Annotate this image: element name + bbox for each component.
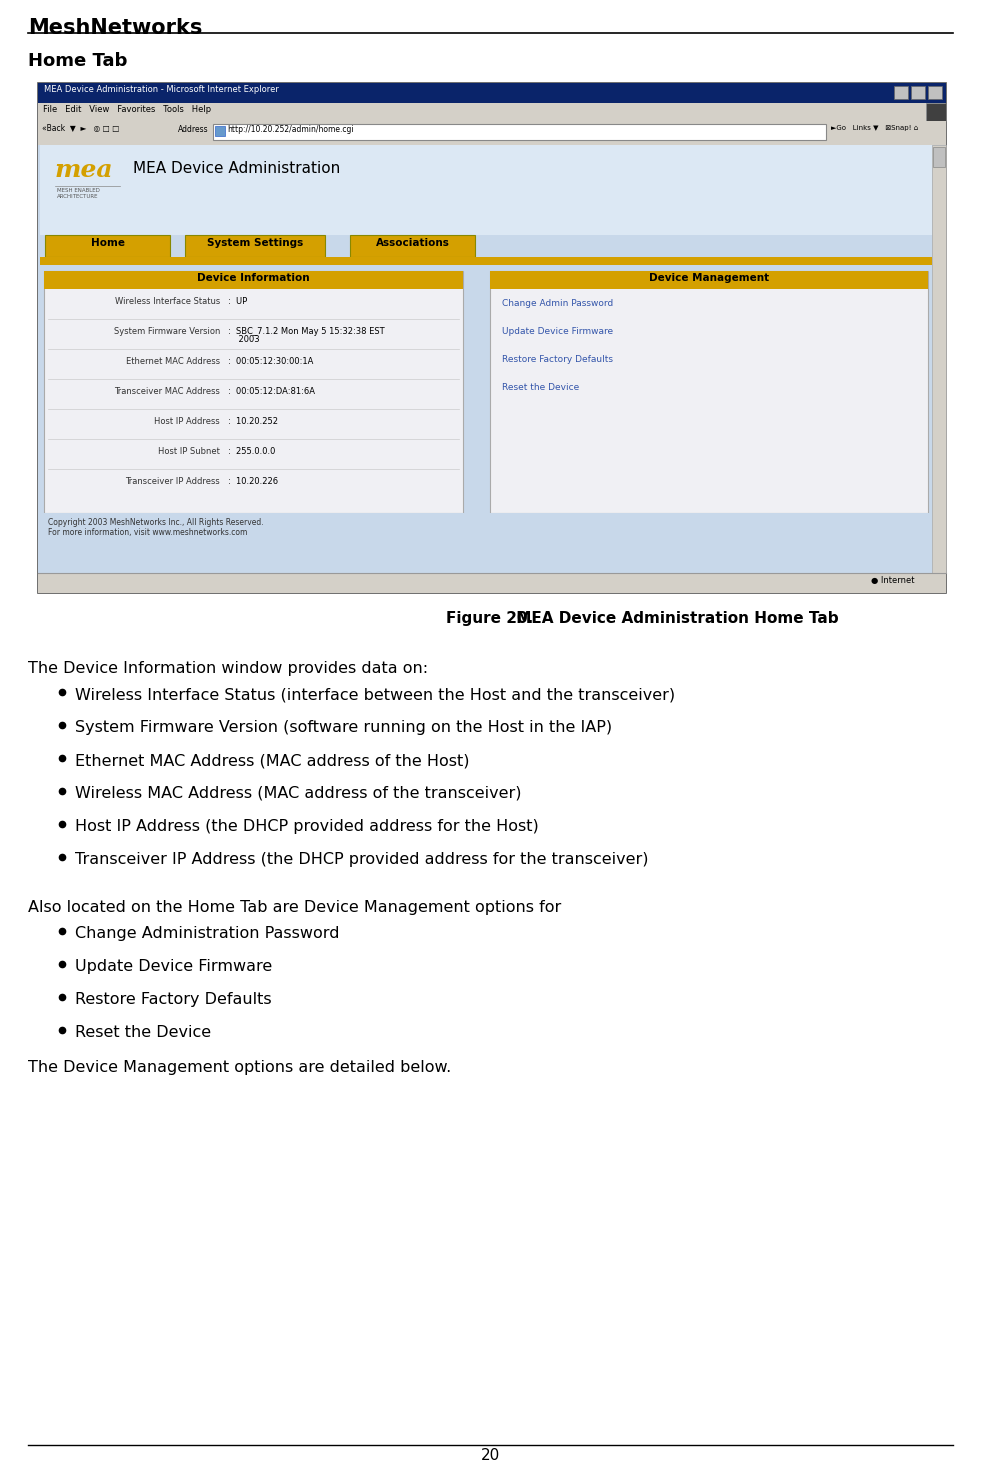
Bar	[45, 234, 170, 256]
Text: http://10.20.252/admin/home.cgi: http://10.20.252/admin/home.cgi	[227, 125, 353, 133]
Text: Ethernet MAC Address (MAC address of the Host): Ethernet MAC Address (MAC address of the…	[75, 753, 470, 768]
Text: Transceiver IP Address: Transceiver IP Address	[126, 478, 220, 486]
Bar	[38, 103, 926, 122]
Text: Transceiver IP Address (the DHCP provided address for the transceiver): Transceiver IP Address (the DHCP provide…	[75, 853, 648, 867]
Text: System Firmware Version: System Firmware Version	[114, 327, 220, 335]
Text: Associations: Associations	[376, 237, 449, 248]
Text: ● Internet: ● Internet	[871, 576, 914, 585]
Bar	[38, 122, 946, 145]
Text: MEA Device Administration: MEA Device Administration	[133, 161, 340, 176]
Bar	[215, 126, 225, 136]
Text: mea: mea	[55, 158, 114, 182]
Bar	[44, 271, 463, 289]
Text: Change Administration Password: Change Administration Password	[75, 926, 339, 941]
Text: Home: Home	[90, 237, 125, 248]
Text: Reset the Device: Reset the Device	[502, 382, 579, 393]
Text: 2003: 2003	[229, 335, 260, 344]
Text: Host IP Subnet: Host IP Subnet	[158, 447, 220, 456]
Bar	[213, 125, 826, 141]
Bar	[38, 145, 946, 573]
Text: Reset the Device: Reset the Device	[75, 1026, 211, 1040]
Text: Figure 20.: Figure 20.	[446, 611, 534, 626]
Bar	[350, 234, 475, 256]
Text: MESH ENABLED
ARCHITECTURE: MESH ENABLED ARCHITECTURE	[57, 188, 100, 199]
Text: :  00:05:12:30:00:1A: : 00:05:12:30:00:1A	[229, 357, 314, 366]
Text: :  10.20.252: : 10.20.252	[229, 418, 279, 426]
Bar	[933, 146, 945, 167]
Text: Host IP Address (the DHCP provided address for the Host): Host IP Address (the DHCP provided addre…	[75, 819, 539, 834]
Text: The Device Information window provides data on:: The Device Information window provides d…	[28, 661, 428, 675]
Text: Host IP Address: Host IP Address	[154, 418, 220, 426]
Text: Also located on the Home Tab are Device Management options for: Also located on the Home Tab are Device …	[28, 900, 561, 916]
Text: Home Tab: Home Tab	[28, 51, 128, 70]
Bar	[490, 271, 928, 289]
Bar	[40, 145, 932, 234]
Text: Wireless MAC Address (MAC address of the transceiver): Wireless MAC Address (MAC address of the…	[75, 787, 522, 801]
Text: 20: 20	[481, 1447, 499, 1464]
Text: File   Edit   View   Favorites   Tools   Help: File Edit View Favorites Tools Help	[43, 105, 211, 114]
Text: System Settings: System Settings	[207, 237, 303, 248]
Text: ►Go   Links ▼   ⊠Snap! ⌂: ►Go Links ▼ ⊠Snap! ⌂	[831, 125, 918, 130]
Text: Transceiver MAC Address: Transceiver MAC Address	[114, 387, 220, 396]
Text: Update Device Firmware: Update Device Firmware	[502, 327, 613, 335]
Text: Restore Factory Defaults: Restore Factory Defaults	[75, 992, 272, 1006]
Bar	[911, 86, 925, 100]
Text: :  00:05:12:DA:81:6A: : 00:05:12:DA:81:6A	[229, 387, 315, 396]
Text: System Firmware Version (software running on the Host in the IAP): System Firmware Version (software runnin…	[75, 719, 612, 735]
Text: Change Admin Password: Change Admin Password	[502, 299, 613, 308]
Bar	[40, 265, 932, 271]
Bar	[894, 86, 908, 100]
Bar	[38, 84, 946, 103]
Text: :  UP: : UP	[229, 297, 247, 306]
Bar	[40, 256, 932, 265]
Text: MEA Device Administration Home Tab: MEA Device Administration Home Tab	[490, 611, 839, 626]
Bar	[490, 271, 928, 513]
Text: MEA Device Administration - Microsoft Internet Explorer: MEA Device Administration - Microsoft In…	[44, 85, 279, 94]
Text: MeshNetworks: MeshNetworks	[28, 18, 202, 38]
Bar	[40, 513, 932, 573]
Text: :  255.0.0.0: : 255.0.0.0	[229, 447, 276, 456]
Text: Restore Factory Defaults: Restore Factory Defaults	[502, 355, 613, 363]
Text: :  SBC_7.1.2 Mon May 5 15:32:38 EST: : SBC_7.1.2 Mon May 5 15:32:38 EST	[229, 327, 385, 335]
Text: Device Management: Device Management	[649, 272, 769, 283]
Bar	[926, 103, 946, 122]
Text: Ethernet MAC Address: Ethernet MAC Address	[126, 357, 220, 366]
Text: Address: Address	[178, 125, 209, 133]
Text: The Device Management options are detailed below.: The Device Management options are detail…	[28, 1061, 451, 1075]
Text: Device Information: Device Information	[197, 272, 310, 283]
Bar	[185, 234, 325, 256]
Bar	[932, 145, 946, 573]
Text: Copyright 2003 MeshNetworks Inc., All Rights Reserved.
For more information, vis: Copyright 2003 MeshNetworks Inc., All Ri…	[48, 519, 264, 538]
Text: :  10.20.226: : 10.20.226	[229, 478, 279, 486]
Text: «Back  ▼  ►   ◎ □ □: «Back ▼ ► ◎ □ □	[42, 125, 120, 133]
Bar	[44, 271, 463, 513]
Bar	[928, 86, 942, 100]
Text: Update Device Firmware: Update Device Firmware	[75, 960, 273, 974]
Bar	[38, 84, 946, 593]
Text: Wireless Interface Status (interface between the Host and the transceiver): Wireless Interface Status (interface bet…	[75, 687, 675, 702]
Bar	[38, 573, 946, 593]
Text: Wireless Interface Status: Wireless Interface Status	[115, 297, 220, 306]
